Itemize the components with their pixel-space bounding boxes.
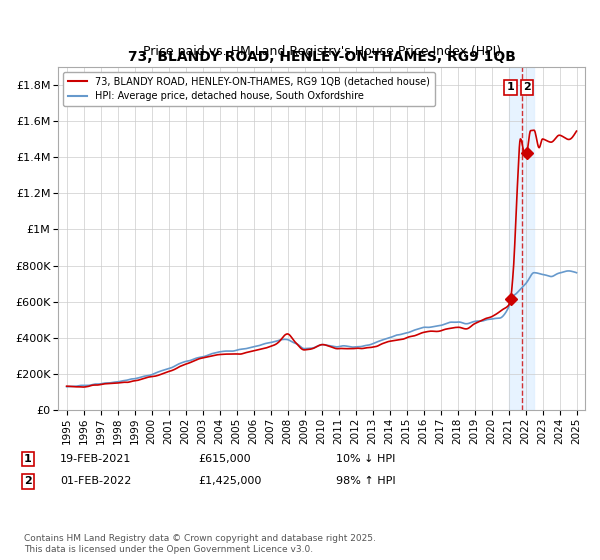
- Text: 19-FEB-2021: 19-FEB-2021: [60, 454, 131, 464]
- Text: 1: 1: [24, 454, 32, 464]
- Text: 2: 2: [24, 477, 32, 487]
- Text: 1: 1: [506, 82, 514, 92]
- Legend: 73, BLANDY ROAD, HENLEY-ON-THAMES, RG9 1QB (detached house), HPI: Average price,: 73, BLANDY ROAD, HENLEY-ON-THAMES, RG9 1…: [63, 72, 435, 106]
- Text: 2: 2: [523, 82, 531, 92]
- Text: 01-FEB-2022: 01-FEB-2022: [60, 477, 131, 487]
- Bar: [509, 67, 534, 410]
- Text: £1,425,000: £1,425,000: [198, 477, 262, 487]
- Text: Contains HM Land Registry data © Crown copyright and database right 2025.
This d: Contains HM Land Registry data © Crown c…: [24, 534, 376, 554]
- Title: 73, BLANDY ROAD, HENLEY-ON-THAMES, RG9 1QB: 73, BLANDY ROAD, HENLEY-ON-THAMES, RG9 1…: [128, 50, 515, 64]
- Text: 98% ↑ HPI: 98% ↑ HPI: [336, 477, 395, 487]
- Text: £615,000: £615,000: [198, 454, 251, 464]
- Text: 10% ↓ HPI: 10% ↓ HPI: [336, 454, 395, 464]
- Text: Price paid vs. HM Land Registry's House Price Index (HPI): Price paid vs. HM Land Registry's House …: [143, 45, 500, 58]
